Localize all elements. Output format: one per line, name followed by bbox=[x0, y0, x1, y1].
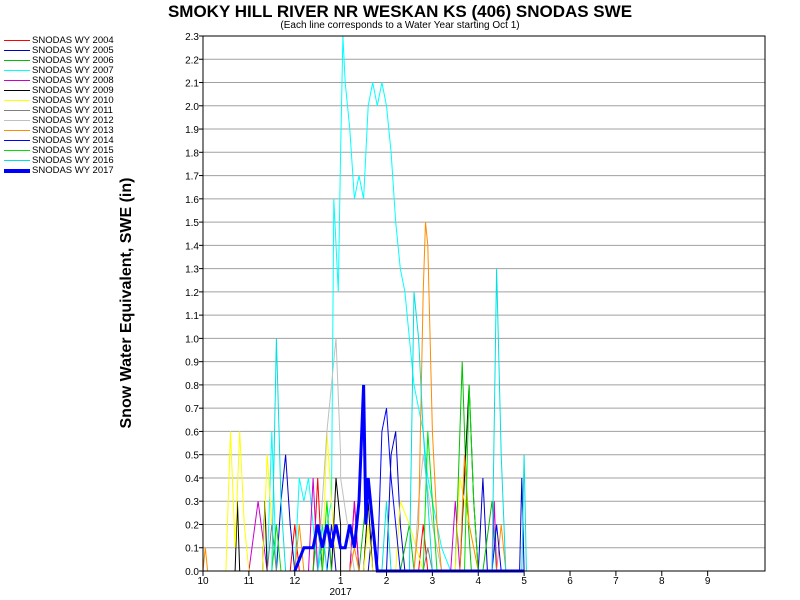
legend-item: SNODAS WY 2005 bbox=[4, 45, 134, 56]
x-tick-label: 3 bbox=[430, 576, 436, 587]
chart-title: SMOKY HILL RIVER NR WESKAN KS (406) SNOD… bbox=[167, 2, 633, 21]
x-tick-label: 1 bbox=[338, 576, 344, 587]
legend-swatch bbox=[4, 100, 30, 101]
y-tick-label: 1.4 bbox=[185, 241, 199, 252]
legend-item: SNODAS WY 2014 bbox=[4, 135, 134, 146]
legend-label: SNODAS WY 2017 bbox=[32, 165, 114, 176]
y-tick-label: 0.6 bbox=[185, 427, 199, 438]
y-tick-label: 0.7 bbox=[185, 404, 199, 415]
legend-item: SNODAS WY 2004 bbox=[4, 35, 134, 46]
x-tick-label: 10 bbox=[197, 576, 209, 587]
series-line-snodas-wy-2012 bbox=[317, 338, 525, 572]
legend-swatch bbox=[4, 130, 30, 131]
x-tick-label: 6 bbox=[567, 576, 573, 587]
y-tick-label: 1.1 bbox=[185, 311, 199, 322]
legend-swatch bbox=[4, 150, 30, 151]
x-tick-label: 9 bbox=[705, 576, 711, 587]
legend-label: SNODAS WY 2016 bbox=[32, 155, 114, 166]
y-tick-label: 0.2 bbox=[185, 520, 199, 531]
legend-item: SNODAS WY 2013 bbox=[4, 125, 134, 136]
y-tick-label: 1.3 bbox=[185, 265, 199, 276]
plot-border bbox=[202, 35, 766, 572]
legend-item: SNODAS WY 2008 bbox=[4, 75, 134, 86]
y-tick-label: 0.4 bbox=[185, 474, 199, 485]
series-line-snodas-wy-2017 bbox=[293, 384, 525, 573]
legend-swatch bbox=[4, 80, 30, 81]
y-tick-label: 0.9 bbox=[185, 358, 199, 369]
legend-item: SNODAS WY 2015 bbox=[4, 145, 134, 156]
legend-swatch bbox=[4, 90, 30, 91]
legend-item: SNODAS WY 2006 bbox=[4, 55, 134, 66]
legend-label: SNODAS WY 2009 bbox=[32, 85, 114, 96]
y-tick-label: 2.2 bbox=[185, 55, 199, 66]
legend-swatch bbox=[4, 40, 30, 41]
x-tick-label: 8 bbox=[659, 576, 665, 587]
legend-item: SNODAS WY 2010 bbox=[4, 95, 134, 106]
x-tick-label: 12 bbox=[289, 576, 301, 587]
legend-label: SNODAS WY 2014 bbox=[32, 135, 114, 146]
y-tick-label: 1.7 bbox=[185, 172, 199, 183]
legend-label: SNODAS WY 2006 bbox=[32, 55, 114, 66]
legend-label: SNODAS WY 2011 bbox=[32, 105, 113, 116]
x-tick-label: 2 bbox=[384, 576, 390, 587]
legend-label: SNODAS WY 2004 bbox=[32, 35, 114, 46]
legend-label: SNODAS WY 2010 bbox=[32, 95, 114, 106]
legend-label: SNODAS WY 2015 bbox=[32, 145, 114, 156]
y-tick-label: 1.6 bbox=[185, 195, 199, 206]
legend-label: SNODAS WY 2013 bbox=[32, 125, 114, 136]
y-tick-label: 1.5 bbox=[185, 218, 199, 229]
y-tick-label: 0.5 bbox=[185, 451, 199, 462]
legend-label: SNODAS WY 2012 bbox=[32, 115, 114, 126]
legend-swatch bbox=[4, 60, 30, 61]
x-year-label: 2017 bbox=[330, 587, 353, 598]
y-tick-label: 0.8 bbox=[185, 381, 199, 392]
legend-swatch bbox=[4, 70, 30, 71]
legend-swatch bbox=[4, 110, 30, 111]
y-tick-label: 0.1 bbox=[185, 544, 199, 555]
legend-item: SNODAS WY 2009 bbox=[4, 85, 134, 96]
series-line-snodas-wy-2007 bbox=[203, 35, 525, 572]
x-tick-label: 7 bbox=[613, 576, 619, 587]
legend-item: SNODAS WY 2012 bbox=[4, 115, 134, 126]
legend-item: SNODAS WY 2016 bbox=[4, 155, 134, 166]
legend-swatch bbox=[4, 160, 30, 161]
y-tick-label: 2.3 bbox=[185, 32, 199, 43]
y-tick-label: 2.0 bbox=[185, 102, 199, 113]
y-tick-label: 1.8 bbox=[185, 148, 199, 159]
y-tick-label: 1.2 bbox=[185, 288, 199, 299]
legend-swatch bbox=[4, 120, 30, 121]
x-tick-label: 4 bbox=[475, 576, 481, 587]
y-tick-label: 1.9 bbox=[185, 125, 199, 136]
legend-label: SNODAS WY 2007 bbox=[32, 65, 114, 76]
y-tick-label: 0.0 bbox=[185, 567, 199, 578]
plot-frame bbox=[202, 35, 766, 572]
legend: SNODAS WY 2004 SNODAS WY 2005 SNODAS WY 20… bbox=[4, 35, 134, 176]
legend-swatch bbox=[4, 50, 30, 51]
chart-subtitle: (Each line corresponds to a Water Year s… bbox=[280, 20, 520, 31]
legend-label: SNODAS WY 2005 bbox=[32, 45, 114, 56]
legend-swatch bbox=[4, 169, 30, 173]
x-tick-label: 5 bbox=[521, 576, 527, 587]
legend-swatch bbox=[4, 140, 30, 141]
legend-item: SNODAS WY 2017 bbox=[4, 165, 134, 176]
y-tick-label: 2.1 bbox=[185, 79, 199, 90]
legend-item: SNODAS WY 2011 bbox=[4, 105, 134, 116]
legend-label: SNODAS WY 2008 bbox=[32, 75, 114, 86]
y-tick-label: 1.0 bbox=[185, 334, 199, 345]
legend-item: SNODAS WY 2007 bbox=[4, 65, 134, 76]
x-tick-label: 11 bbox=[244, 576, 255, 587]
y-tick-label: 0.3 bbox=[185, 497, 199, 508]
